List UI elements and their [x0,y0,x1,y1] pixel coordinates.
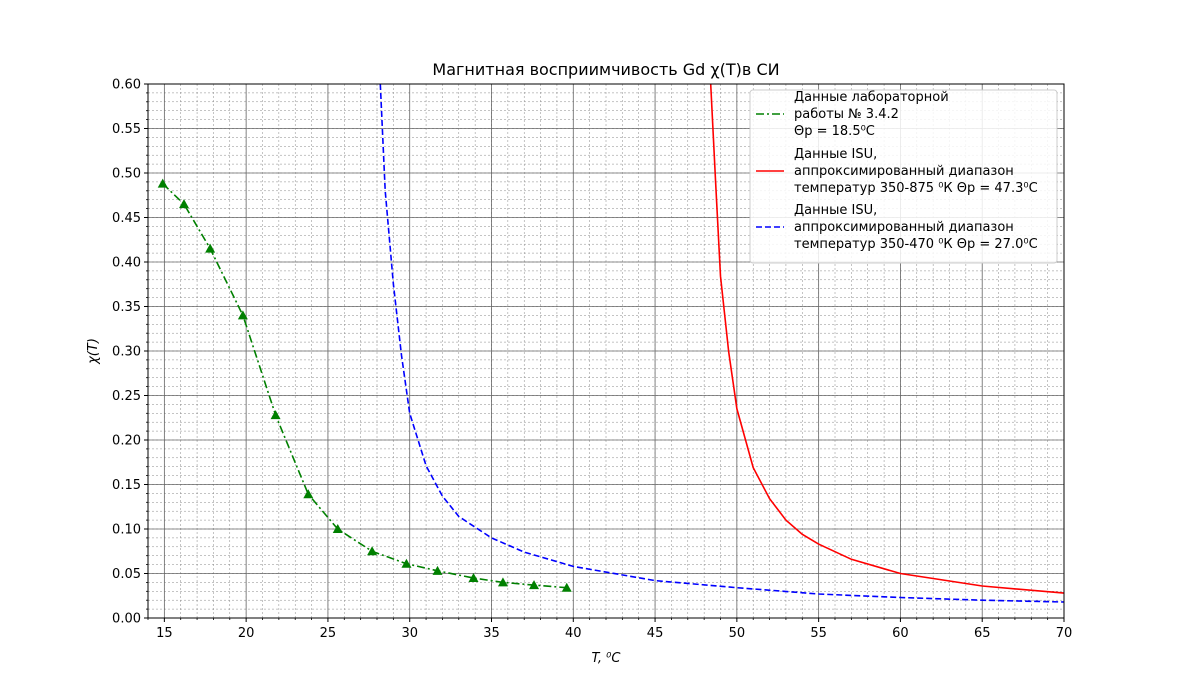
y-axis-label: χ(T) [86,338,101,365]
data-point-marker [529,580,540,590]
x-tick-label: 65 [974,626,991,641]
data-point-marker [303,489,314,499]
legend-label-line: Данные лабораторной [794,90,949,105]
data-point-marker [332,524,343,533]
y-tick-label: 0.60 [112,78,141,93]
data-point-marker [432,565,443,575]
series-layer [157,83,1065,603]
x-tick-label: 20 [238,626,255,641]
legend-label-line: аппроксимированный диапазон [794,164,1014,179]
y-tick-label: 0.55 [112,122,141,137]
data-point-marker [178,199,189,209]
y-tick-label: 0.45 [112,211,141,226]
legend-label-line: Θp = 18.5⁰C [794,124,875,139]
axis-ticks: 15 20 25 30 35 40 45 50 55 60 65 70 0.00 0.05 0.10 0.15… [112,78,1072,642]
legend-label-line: Данные ISU, [794,203,877,218]
y-tick-label: 0.00 [112,612,141,627]
x-tick-label: 70 [1056,626,1073,641]
y-tick-label: 0.20 [112,434,141,449]
y-tick-label: 0.15 [112,478,141,493]
legend: Данные лабораторной работы № 3.4.2 Θp = 1… [749,89,1058,264]
x-tick-label: 25 [320,626,337,641]
x-tick-label: 50 [729,626,746,641]
x-tick-label: 55 [810,626,827,641]
x-tick-label: 15 [156,626,173,641]
data-point-marker [157,178,168,188]
x-tick-label: 45 [647,626,664,641]
y-tick-label: 0.35 [112,300,141,315]
data-point-marker [468,572,479,582]
x-tick-label: 60 [892,626,909,641]
legend-box [749,89,1058,264]
series-line-1 [162,183,567,589]
x-tick-label: 30 [401,626,418,641]
y-tick-label: 0.10 [112,523,141,538]
data-point-marker [237,310,248,320]
y-tick-label: 0.30 [112,345,141,360]
legend-label-line: температур 350-875 ⁰К Θp = 47.3⁰C [794,181,1038,196]
data-point-marker [367,546,378,556]
data-point-marker [497,577,508,587]
legend-label-line: работы № 3.4.2 [794,107,899,122]
legend-label-line: температур 350-470 ⁰К Θp = 27.0⁰C [794,237,1038,252]
series-line-3 [379,83,1065,603]
chart-title: Магнитная восприимчивость Gd χ(T)в СИ [432,60,779,79]
x-axis-label: T, ⁰C [592,651,622,666]
data-point-marker [270,410,281,420]
x-tick-label: 40 [565,626,582,641]
y-tick-label: 0.50 [112,167,141,182]
data-point-marker [561,582,572,592]
series-line-2 [709,83,1065,594]
data-point-marker [205,243,216,253]
x-tick-label: 35 [483,626,500,641]
legend-label-line: аппроксимированный диапазон [794,220,1014,235]
y-tick-label: 0.05 [112,567,141,582]
legend-label-line: Данные ISU, [794,147,877,162]
y-tick-label: 0.40 [112,256,141,271]
y-tick-label: 0.25 [112,389,141,404]
data-point-marker [401,558,412,568]
